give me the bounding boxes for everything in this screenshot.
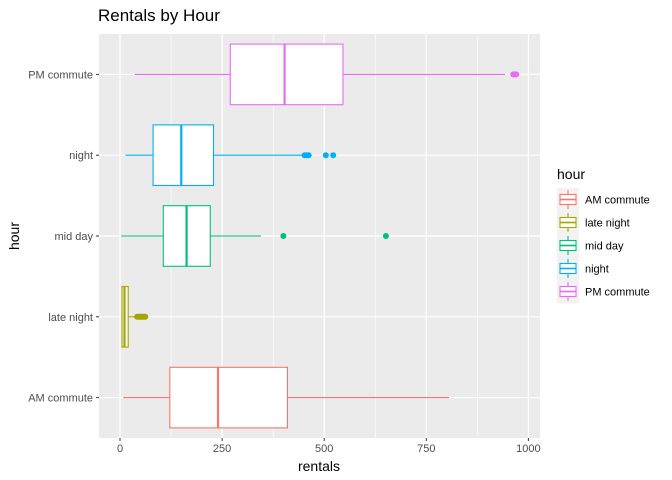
box-am-commute — [123, 366, 450, 429]
box-late-night — [121, 285, 149, 348]
chart-title: Rentals by Hour — [98, 6, 220, 25]
x-tick-label: 250 — [213, 443, 231, 455]
y-tick-label: PM commute — [28, 69, 93, 81]
boxes — [121, 43, 520, 429]
y-axis: AM commute late night mid day night PM commu… — [28, 69, 99, 405]
outlier-point — [305, 152, 312, 159]
legend-label: AM commute — [585, 195, 650, 207]
y-tick-label: AM commute — [28, 393, 93, 405]
x-tick-label: 1000 — [516, 443, 540, 455]
legend: hour AM commute late night mid day night PM … — [557, 166, 650, 303]
x-axis-title: rentals — [298, 458, 340, 474]
legend-item: AM commute — [557, 188, 650, 211]
legend-label: late night — [585, 218, 630, 230]
legend-item: mid day — [557, 234, 624, 257]
x-tick-label: 750 — [417, 443, 435, 455]
y-tick-label: night — [69, 150, 93, 162]
x-tick-label: 0 — [117, 443, 123, 455]
box-night — [125, 124, 337, 187]
outlier-point — [330, 152, 337, 159]
x-tick-label: 500 — [315, 443, 333, 455]
legend-item: PM commute — [557, 280, 650, 303]
outlier-point — [280, 233, 287, 239]
legend-title: hour — [557, 166, 585, 182]
y-tick-label: late night — [48, 312, 93, 324]
box-iqr — [152, 124, 215, 187]
legend-label: night — [585, 264, 609, 276]
legend-item: night — [557, 257, 609, 280]
y-tick-label: mid day — [54, 231, 93, 243]
x-axis: 0 250 500 750 1000 — [117, 438, 541, 455]
legend-label: mid day — [585, 241, 624, 253]
box-iqr — [229, 43, 344, 106]
outlier-point — [513, 71, 520, 78]
outlier-point — [382, 233, 389, 239]
box-mid-day — [121, 205, 389, 267]
legend-label: PM commute — [585, 287, 650, 299]
box-pm-commute — [134, 43, 520, 106]
y-axis-title: hour — [6, 222, 22, 250]
outlier-point — [142, 313, 149, 320]
box-iqr — [169, 366, 288, 429]
outlier-point — [322, 152, 329, 159]
legend-item: late night — [557, 211, 630, 234]
